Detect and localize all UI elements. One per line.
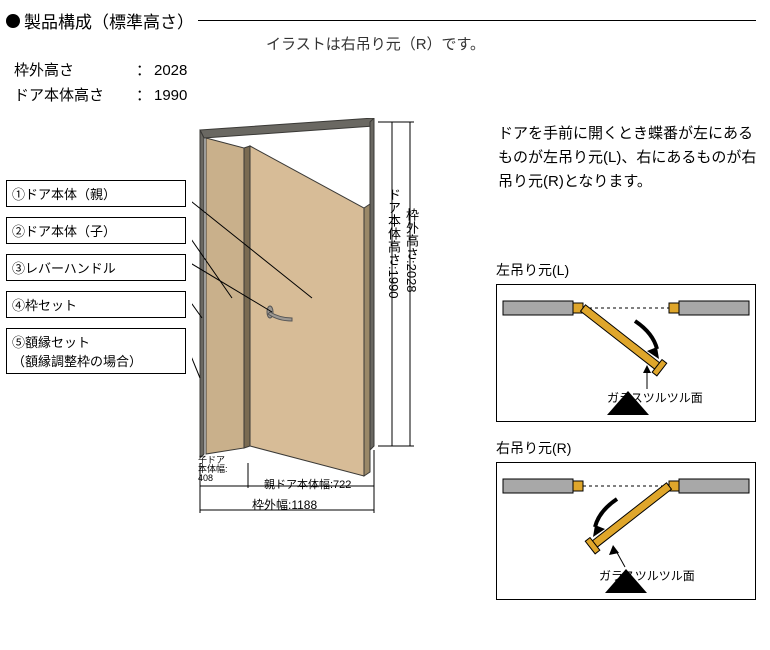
spec-label: ドア本体高さ [14,85,134,108]
hinge-right-diagram: ガラスツルツル面 [496,462,756,600]
hinge-right-block: 右吊り元(R) ガラスツルツル面 [496,438,756,600]
page-title: 製品構成（標準高さ） [24,8,194,33]
bullet-icon [6,14,20,28]
hinge-explanation: ドアを手前に開くとき蝶番が左にあるものが左吊り元(L)、右にあるものが右吊り元(… [498,122,758,194]
dim-frame-height: 枠外高さ:2028 [402,208,421,293]
dim-door-height: ドア本体高さ:1990 [384,188,403,299]
table-row: ドア本体高さ ： 1990 [14,85,187,108]
dim-sub-width: 子ドア 本体幅: 408 [198,456,228,483]
callout-item: ⑤額縁セット （額縁調整枠の場合） [6,328,186,374]
hinge-right-title: 右吊り元(R) [496,438,756,458]
hinge-left-block: 左吊り元(L) [496,260,756,422]
callout-item: ③レバーハンドル [6,254,186,281]
spec-value: 2028 [154,60,187,83]
glass-label-right: ガラスツルツル面 [599,567,695,584]
subtitle: イラストは右吊り元（R）です。 [6,33,770,54]
spec-colon: ： [136,60,152,83]
hinge-left-diagram: ガラスツルツル面 [496,284,756,422]
callout-item: ①ドア本体（親） [6,180,186,207]
dim-main-width: 親ドア本体幅:722 [264,476,351,492]
table-row: 枠外高さ ： 2028 [14,60,187,83]
door-illustration: ドア本体高さ:1990 枠外高さ:2028 子ドア 本体幅: 408 親ドア本体… [192,118,422,538]
dim-frame-width: 枠外幅:1188 [252,496,317,513]
spec-table: 枠外高さ ： 2028 ドア本体高さ ： 1990 [12,58,189,109]
spec-colon: ： [136,85,152,108]
hinge-left-title: 左吊り元(L) [496,260,756,280]
glass-label-left: ガラスツルツル面 [607,389,703,406]
title-rule [198,20,756,22]
spec-value: 1990 [154,85,187,108]
callout-item: ②ドア本体（子） [6,217,186,244]
callout-list: ①ドア本体（親） ②ドア本体（子） ③レバーハンドル ④枠セット ⑤額縁セット … [6,180,186,384]
callout-item: ④枠セット [6,291,186,318]
spec-label: 枠外高さ [14,60,134,83]
